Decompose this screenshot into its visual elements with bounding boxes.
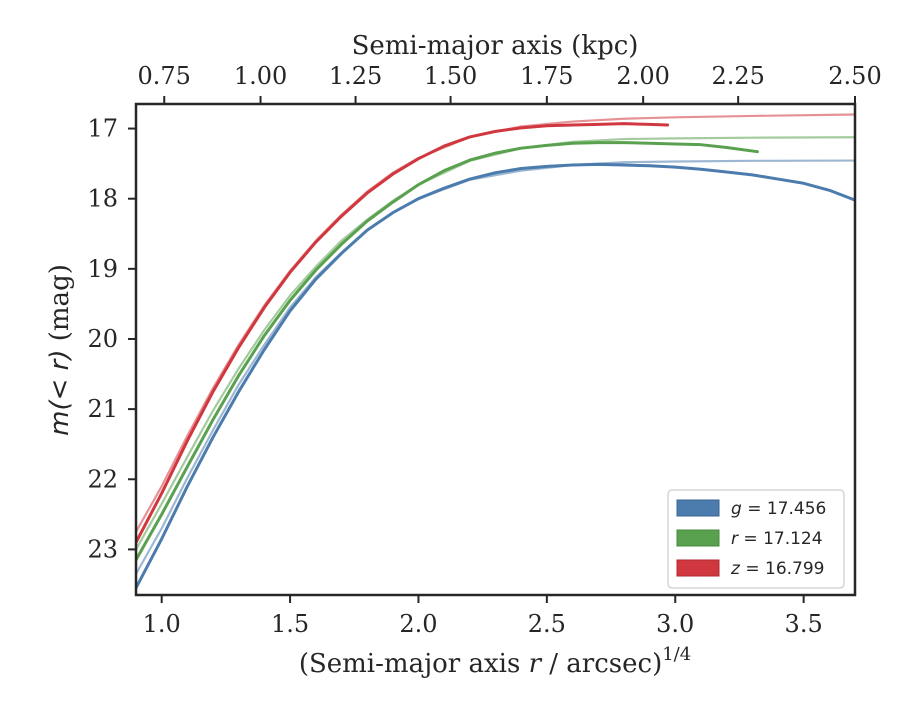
top-tick-label: 1.00: [234, 62, 287, 90]
y-tick-label: 19: [87, 255, 118, 283]
top-tick-label: 1.50: [424, 62, 477, 90]
y-tick-label: 22: [87, 465, 118, 493]
x-axis-title-bottom: (Semi-major axis r / arcsec)1/4: [299, 644, 691, 679]
series-line-z: [136, 122, 670, 544]
legend-swatch-g: [676, 499, 720, 517]
legend-value-r: 17.124: [763, 529, 822, 549]
top-tick-label: 1.75: [520, 62, 573, 90]
y-axis-title-unit: (mag): [45, 264, 75, 349]
x-axis-title-exponent: 1/4: [662, 644, 691, 665]
legend-var-r: r: [731, 529, 739, 549]
top-tick-label: 0.75: [138, 62, 191, 90]
legend: g = 17.456 r = 17.124 z = 16.799: [667, 489, 845, 589]
x-axis-bottom: 1.0 1.5 2.0 2.5 3.0 3.5: [143, 595, 823, 638]
legend-var-z: z: [730, 559, 741, 579]
plot-frame: [134, 102, 857, 597]
x-axis-title-top: Semi-major axis (kpc): [352, 31, 639, 61]
y-tick-label: 21: [87, 395, 118, 423]
series-model-line-r: [136, 136, 855, 551]
top-tick-label: 2.00: [616, 62, 669, 90]
y-axis: 17 18 19 20 21 22 23: [87, 115, 136, 563]
y-tick-label: 17: [87, 115, 118, 143]
y-tick-label: 23: [87, 535, 118, 563]
legend-value-z: 16.799: [765, 559, 824, 579]
legend-eq-z: =: [740, 559, 765, 579]
svg-text:r = 17.124: r = 17.124: [731, 529, 823, 549]
series-model-line-z: [136, 113, 855, 533]
series-layer: [136, 113, 855, 590]
x-tick-label: 3.5: [785, 610, 823, 638]
x-tick-label: 3.0: [656, 610, 694, 638]
legend-item-g: g = 17.456: [676, 499, 826, 519]
legend-item-z: z = 16.799: [676, 559, 824, 579]
legend-swatch-r: [676, 529, 720, 547]
y-tick-label: 18: [87, 185, 118, 213]
x-tick-label: 2.0: [399, 610, 437, 638]
top-tick-label: 2.25: [711, 62, 764, 90]
legend-eq-g: =: [742, 499, 767, 519]
top-tick-label: 2.50: [828, 62, 881, 90]
y-axis-title: m(< r) (mag): [45, 264, 75, 436]
x-axis-title-var: r: [529, 649, 543, 679]
legend-value-g: 17.456: [767, 499, 826, 519]
y-axis-title-math: m(< r): [45, 350, 75, 436]
series-line-g: [136, 162, 855, 590]
x-tick-label: 2.5: [528, 610, 566, 638]
legend-var-g: g: [731, 499, 742, 519]
x-axis-title-prefix: (Semi-major axis: [299, 649, 529, 679]
series-line-r: [136, 141, 759, 562]
svg-text:g = 17.456: g = 17.456: [731, 499, 826, 519]
legend-swatch-z: [676, 559, 720, 577]
legend-item-r: r = 17.124: [676, 529, 823, 549]
x-axis-top: 0.75 1.00 1.25 1.50 1.75 2.00 2.25 2.50: [138, 62, 882, 104]
legend-eq-r: =: [738, 529, 763, 549]
x-tick-label: 1.0: [143, 610, 181, 638]
y-tick-label: 20: [87, 325, 118, 353]
x-axis-title-suffix: / arcsec): [541, 649, 662, 679]
svg-text:z = 16.799: z = 16.799: [730, 559, 824, 579]
x-tick-label: 1.5: [271, 610, 309, 638]
top-tick-label: 1.25: [329, 62, 382, 90]
